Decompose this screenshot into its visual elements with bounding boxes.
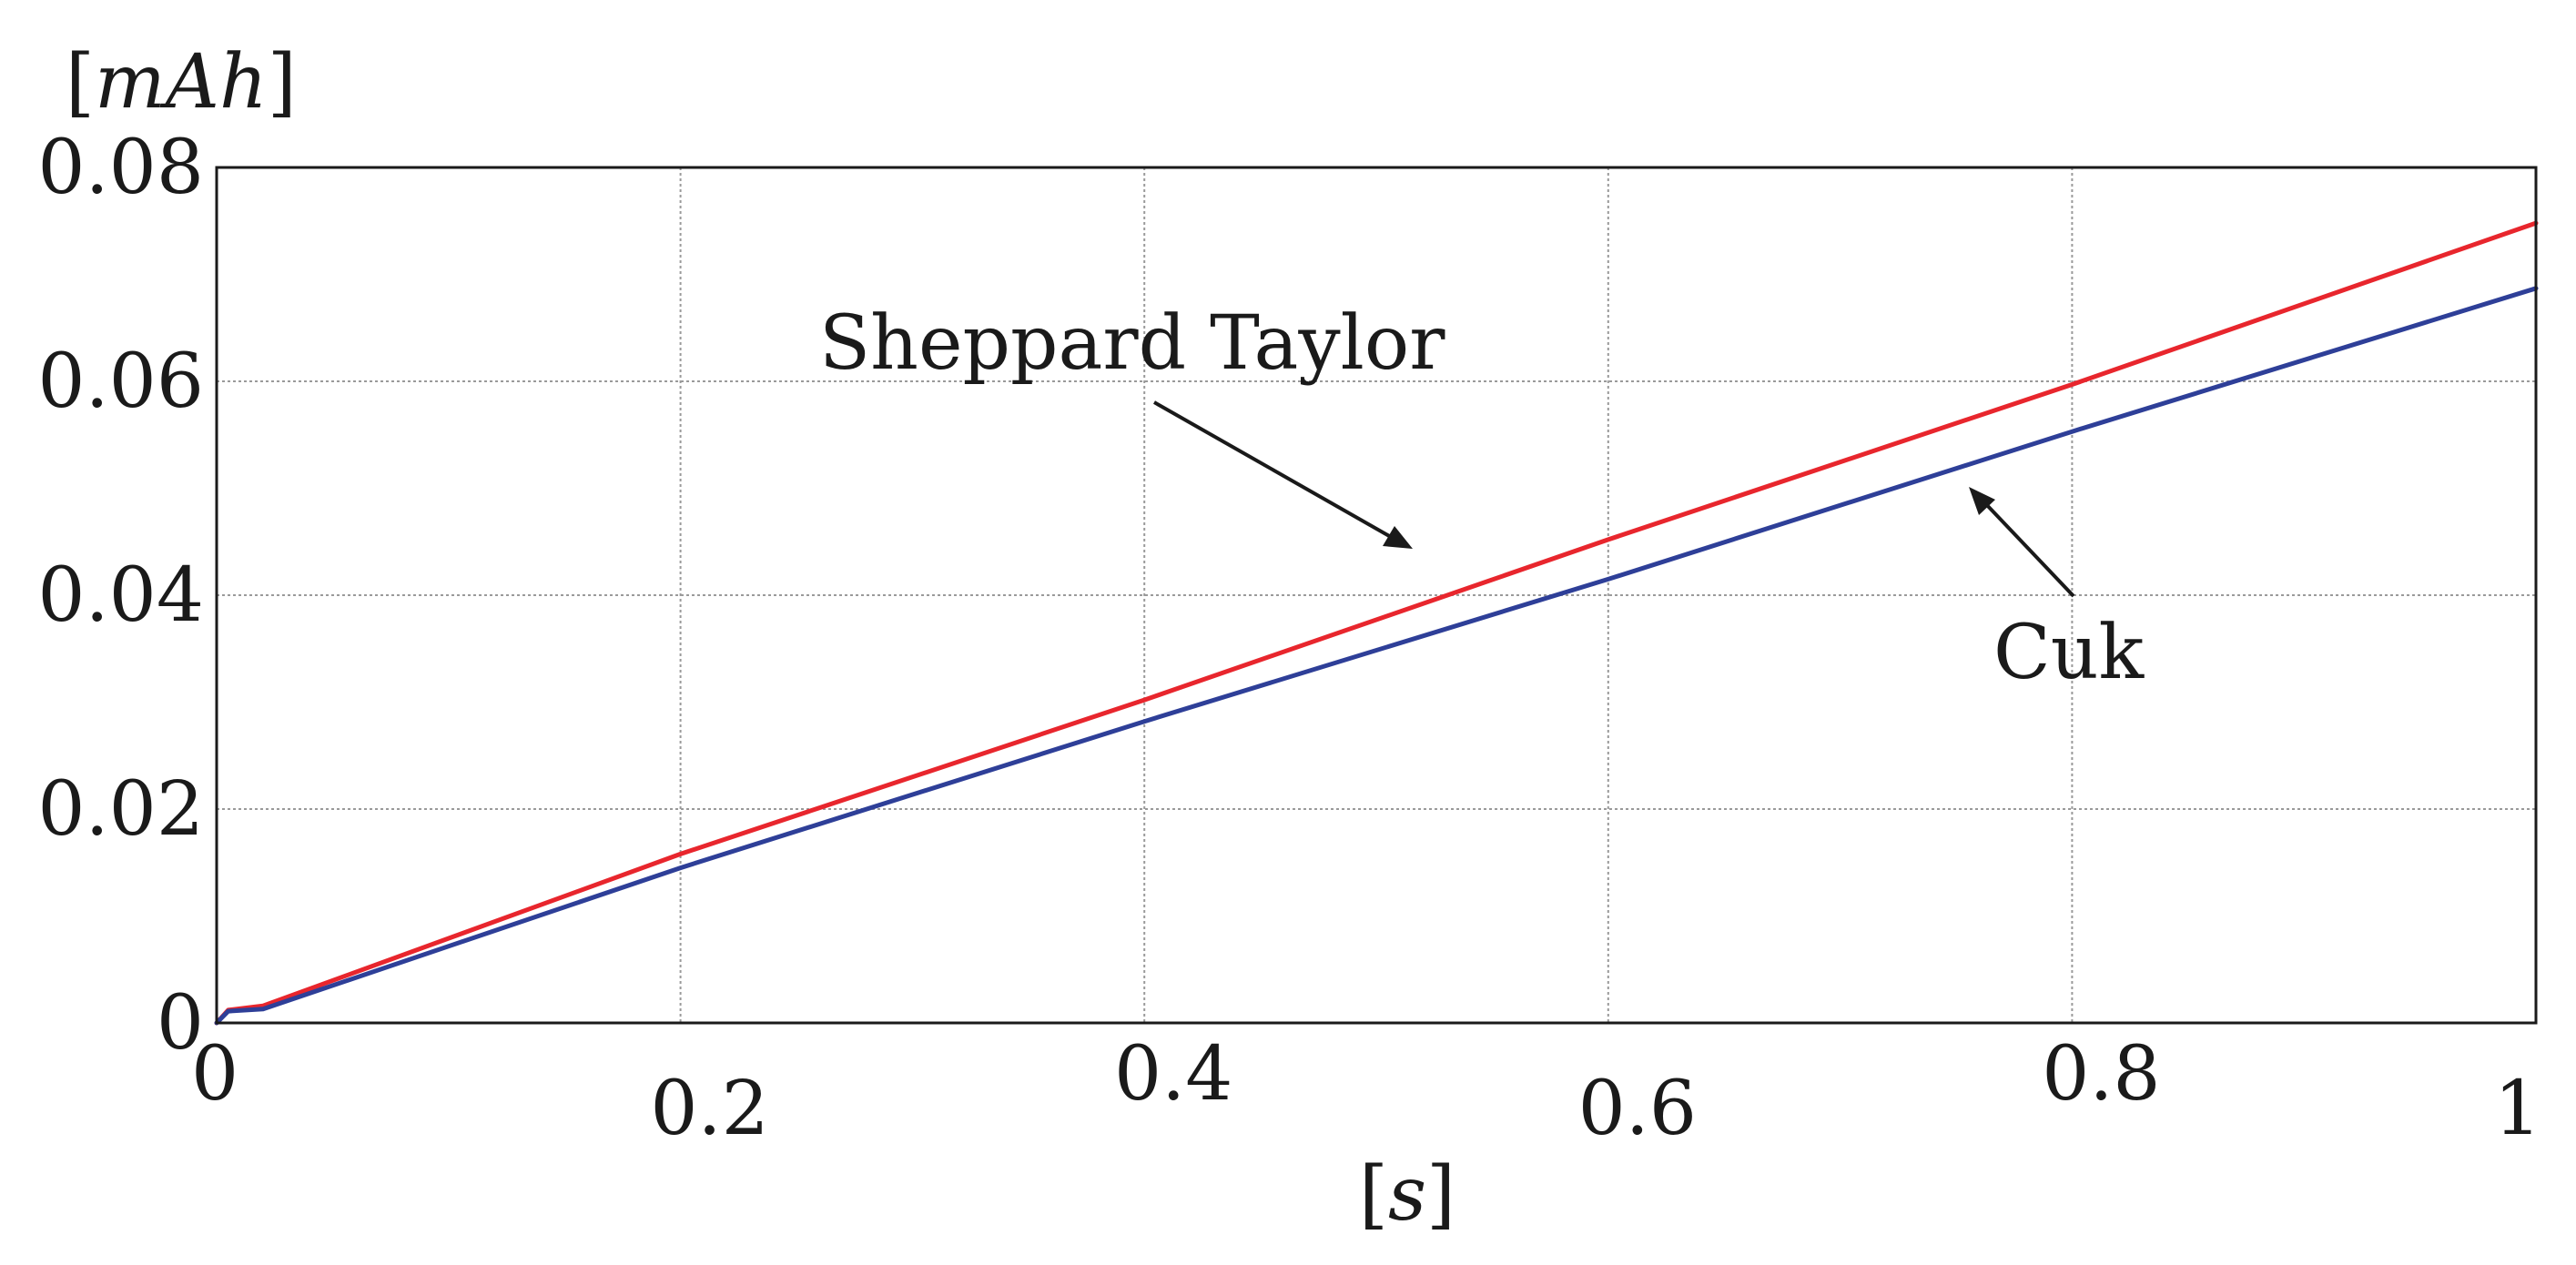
x-axis-tick-labels: 0 0.2 0.4 0.6 0.8 1 [191, 1031, 2541, 1152]
y-tick-label: 0.04 [37, 552, 204, 639]
x-tick-label: 0.2 [650, 1066, 768, 1152]
x-tick-label: 1 [2494, 1066, 2541, 1152]
x-tick-label: 0.6 [1578, 1066, 1697, 1152]
arrow-head-sheppard-taylor [1383, 526, 1413, 549]
y-axis-tick-labels: 0 0.02 0.04 0.06 0.08 [37, 125, 204, 1067]
arrow-head-cuk [1969, 487, 1995, 515]
annotation-arrow-sheppard-taylor [1153, 400, 1392, 539]
x-tick-label: 0.4 [1114, 1031, 1232, 1118]
plot-frame [215, 166, 2538, 1025]
y-axis-label: [mAh] [66, 39, 297, 126]
y-tick-label: 0.08 [37, 125, 204, 211]
x-axis-label: [s] [1359, 1151, 1455, 1238]
x-tick-label: 0.8 [2042, 1031, 2160, 1118]
y-tick-label: 0.06 [37, 339, 204, 425]
annotation-arrow-cuk [1983, 501, 2075, 598]
y-tick-label: 0.02 [37, 766, 204, 853]
series-line-cuk [214, 286, 2539, 1026]
annotation-cuk: Cuk [1993, 610, 2145, 696]
annotation-sheppard-taylor: Sheppard Taylor [819, 300, 1445, 387]
series-lines [214, 220, 2539, 1026]
y-tick-label: 0 [157, 980, 204, 1067]
x-tick-label: 0 [191, 1031, 238, 1118]
